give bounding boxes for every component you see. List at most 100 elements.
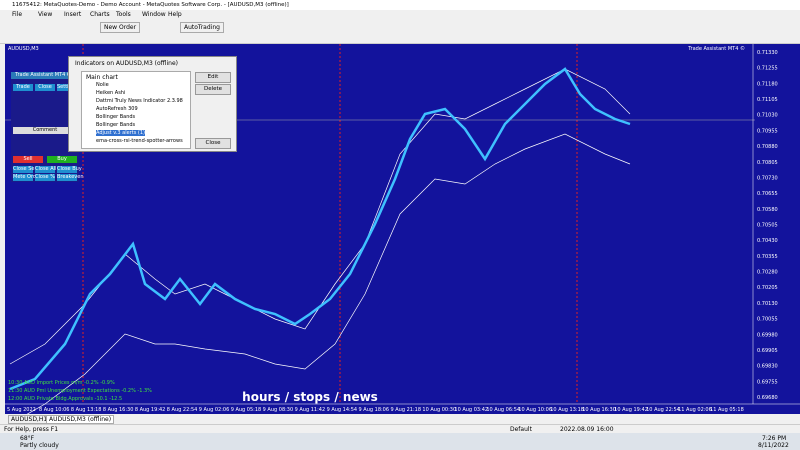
buy-button[interactable]: Buy: [47, 156, 77, 163]
menu-bar: File View Insert Charts Tools Window Help: [0, 10, 800, 19]
dialog-title: Indicators on AUDUSD,M3 (offline): [75, 60, 178, 67]
time-axis: 5 Aug 2022 8 Aug 10:06 8 Aug 13:18 8 Aug 16…: [7, 407, 744, 413]
price-label: 0.69755: [757, 379, 778, 385]
time-label: 10 Aug 10:06: [518, 407, 552, 413]
weather-temp: 68°F: [20, 435, 35, 442]
status-profile: Default: [510, 426, 532, 433]
chart-tabs: AUDUSD,H1 AUDUSD,M3 (offline): [0, 414, 800, 424]
tree-root[interactable]: Main chart: [86, 74, 118, 81]
price-label: 0.70880: [757, 144, 778, 150]
taskbar: 68°F Partly cloudy 7:26 PM 8/11/2022: [0, 433, 800, 450]
time-label: 9 Aug 11:42: [295, 407, 326, 413]
menu-item[interactable]: Charts: [90, 11, 110, 18]
price-label: 0.69680: [757, 395, 778, 401]
menu-item[interactable]: Tools: [116, 11, 131, 18]
news-line: 11:30 AUD Pmi Unemployment Expectations …: [8, 388, 152, 394]
status-help: For Help, press F1: [4, 426, 59, 433]
edit-button[interactable]: Edit: [195, 72, 231, 83]
time-label: 11 Aug 02:06: [678, 407, 712, 413]
tree-item[interactable]: Nolie: [96, 82, 109, 88]
weather-text: Partly cloudy: [20, 442, 59, 449]
time-label: 8 Aug 16:30: [103, 407, 134, 413]
new-order-button[interactable]: New Order: [100, 22, 141, 33]
price-label: 0.69905: [757, 348, 778, 354]
price-label: 0.70580: [757, 207, 778, 213]
price-axis: 0.71330 0.71255 0.71180 0.71105 0.71030 0.709…: [757, 50, 778, 401]
chart-tab[interactable]: AUDUSD,M3 (offline): [46, 415, 115, 424]
sell-button[interactable]: Sell: [13, 156, 43, 163]
window-title: 11675412: MetaQuotes-Demo - Demo Account…: [12, 2, 289, 8]
panel-button[interactable]: Close Buy: [57, 166, 82, 173]
price-label: 0.70655: [757, 191, 778, 197]
price-label: 0.69980: [757, 332, 778, 338]
news-list: 10:30 AUD Import Prices m/m -0.2% -0.9% 1…: [8, 380, 152, 402]
price-label: 0.70205: [757, 285, 778, 291]
time-label: 9 Aug 18:06: [359, 407, 390, 413]
toolbar: New Order AutoTrading: [0, 19, 800, 44]
tree-item[interactable]: ema-cross-rsi-trend-spotter-arrows: [96, 138, 183, 144]
time-label: 11 Aug 05:18: [710, 407, 744, 413]
comment-field[interactable]: Comment: [13, 127, 77, 134]
panel-button[interactable]: Breakeven: [57, 174, 84, 181]
menu-item[interactable]: View: [38, 11, 53, 18]
clock: 7:26 PM: [762, 435, 787, 442]
menu-item[interactable]: Window: [142, 11, 166, 18]
tree-item[interactable]: AutoRefresh 309: [96, 106, 138, 112]
panel-tab[interactable]: Settings: [57, 84, 78, 91]
price-label: 0.70055: [757, 317, 778, 323]
panel-button[interactable]: Close All: [35, 166, 57, 173]
price-line: [9, 67, 631, 391]
price-label: 0.71255: [757, 66, 778, 72]
panel-tab[interactable]: Close: [35, 84, 55, 91]
price-label: 0.70505: [757, 223, 778, 229]
time-label: 10 Aug 19:42: [614, 407, 648, 413]
price-label: 0.71030: [757, 113, 778, 119]
title-bar: 11675412: MetaQuotes-Demo - Demo Account…: [0, 0, 800, 10]
time-label: 8 Aug 10:06: [39, 407, 70, 413]
time-label: 8 Aug 19:42: [135, 407, 166, 413]
menu-item[interactable]: Insert: [64, 11, 82, 18]
menu-item[interactable]: Help: [168, 11, 182, 18]
tree-item[interactable]: Bollinger Bands: [96, 122, 136, 128]
time-label: 10 Aug 06:54: [486, 407, 520, 413]
time-label: 10 Aug 00:30: [422, 407, 456, 413]
date: 8/11/2022: [758, 442, 789, 449]
time-label: 8 Aug 13:18: [71, 407, 102, 413]
close-button[interactable]: Close: [195, 138, 231, 149]
chart-tab[interactable]: AUDUSD,H1: [8, 415, 51, 424]
time-label: 10 Aug 16:30: [582, 407, 616, 413]
overlay-text: hours / stops / news: [242, 390, 378, 404]
autotrading-button[interactable]: AutoTrading: [180, 22, 224, 33]
assistant-label: Trade Assistant MT4 ©: [687, 45, 745, 52]
time-label: 10 Aug 03:42: [454, 407, 488, 413]
tree-item[interactable]: Heiken Ashi: [96, 90, 126, 96]
price-label: 0.70355: [757, 254, 778, 260]
panel-button[interactable]: Close Sell: [13, 166, 38, 173]
tree-item[interactable]: Adjust v.3 alerts (1): [96, 130, 145, 136]
tree-item[interactable]: Bollinger Bands: [96, 114, 136, 120]
panel-button[interactable]: Mete Orders: [13, 174, 44, 181]
indicator-tree: Main chart Nolie Heiken Ashi Dattmi Truly …: [81, 71, 191, 149]
price-label: 0.70280: [757, 270, 778, 276]
panel-button[interactable]: Close %: [35, 174, 55, 181]
time-label: 9 Aug 02:06: [199, 407, 230, 413]
status-bar: For Help, press F1 Default 2022.08.09 16…: [0, 424, 800, 433]
time-label: 9 Aug 21:18: [390, 407, 421, 413]
price-label: 0.71180: [757, 81, 778, 87]
time-label: 8 Aug 22:54: [167, 407, 198, 413]
time-label: 10 Aug 13:18: [550, 407, 584, 413]
chart-label: AUDUSD,M3: [8, 46, 39, 52]
price-label: 0.69830: [757, 364, 778, 370]
tree-item[interactable]: Dattmi Truly News Indicator 2.3.98: [96, 98, 183, 104]
time-label: 9 Aug 08:30: [263, 407, 294, 413]
delete-button[interactable]: Delete: [195, 84, 231, 95]
menu-item[interactable]: File: [12, 11, 23, 18]
panel-tab[interactable]: Trade: [13, 84, 33, 91]
time-label: 9 Aug 05:18: [231, 407, 262, 413]
price-label: 0.70730: [757, 175, 778, 181]
time-label: 9 Aug 14:54: [327, 407, 358, 413]
status-time: 2022.08.09 16:00: [560, 426, 614, 433]
price-label: 0.70805: [757, 160, 778, 166]
price-label: 0.70955: [757, 128, 778, 134]
